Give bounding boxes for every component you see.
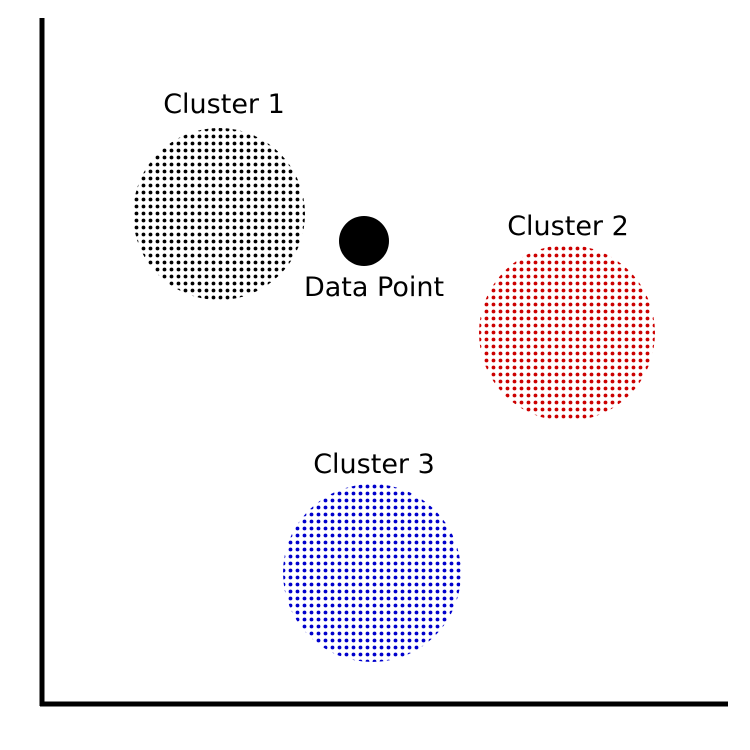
- cluster-3-circle: [283, 484, 461, 662]
- data-point-marker: [339, 216, 389, 266]
- cluster-2-label: Cluster 2: [507, 211, 629, 242]
- cluster-2-circle: [479, 245, 655, 421]
- data-point: Data Point: [304, 216, 444, 303]
- cluster-1-circle: [133, 128, 305, 300]
- cluster-3: Cluster 3: [283, 449, 461, 662]
- cluster-2: Cluster 2: [479, 211, 655, 421]
- cluster-3-label: Cluster 3: [313, 449, 435, 480]
- data-point-label: Data Point: [304, 272, 444, 303]
- cluster-1-label: Cluster 1: [163, 89, 285, 120]
- cluster-1: Cluster 1: [133, 89, 305, 300]
